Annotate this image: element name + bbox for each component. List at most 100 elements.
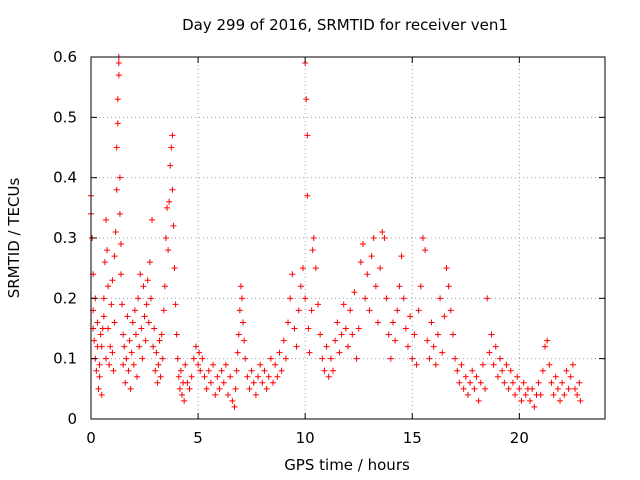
- data-point: [374, 319, 381, 326]
- data-point: [413, 361, 420, 368]
- data-point: [255, 373, 262, 380]
- data-point: [377, 265, 384, 272]
- data-point: [145, 319, 152, 326]
- data-point: [134, 373, 141, 380]
- data-point: [117, 271, 124, 278]
- data-point: [443, 265, 450, 272]
- data-point: [319, 355, 326, 362]
- data-point: [205, 367, 212, 374]
- data-point: [246, 385, 253, 392]
- data-point: [201, 373, 208, 380]
- y-tick-label: 0: [67, 410, 77, 428]
- data-point: [464, 391, 471, 398]
- y-tick-label: 0.6: [53, 48, 77, 66]
- data-point: [99, 325, 106, 332]
- data-point: [297, 283, 304, 290]
- data-point: [366, 307, 373, 314]
- data-point: [499, 367, 506, 374]
- data-point: [557, 397, 564, 404]
- data-point: [441, 313, 448, 320]
- data-point: [503, 361, 510, 368]
- data-point: [467, 379, 474, 386]
- data-point: [574, 391, 581, 398]
- data-points: [88, 54, 584, 410]
- data-point: [460, 385, 467, 392]
- data-point: [559, 379, 566, 386]
- data-point: [567, 373, 574, 380]
- data-point: [563, 367, 570, 374]
- data-point: [110, 367, 117, 374]
- data-point: [572, 385, 579, 392]
- data-point: [105, 283, 112, 290]
- data-point: [210, 361, 217, 368]
- data-point: [144, 277, 151, 284]
- data-point: [396, 283, 403, 290]
- data-point: [325, 373, 332, 380]
- data-point: [113, 186, 120, 193]
- data-point: [389, 319, 396, 326]
- data-point: [212, 391, 219, 398]
- data-point: [368, 253, 375, 260]
- data-point: [447, 307, 454, 314]
- data-point: [197, 367, 204, 374]
- data-point: [156, 337, 163, 344]
- data-point: [394, 307, 401, 314]
- data-point: [407, 313, 414, 320]
- data-point: [529, 385, 536, 392]
- data-point: [141, 313, 148, 320]
- data-point: [306, 349, 313, 356]
- data-point: [552, 373, 559, 380]
- x-tick-label: 5: [193, 429, 203, 447]
- x-tick-label: 15: [403, 429, 422, 447]
- data-point: [229, 397, 236, 404]
- data-point: [349, 331, 356, 338]
- data-point: [293, 343, 300, 350]
- data-point: [330, 367, 337, 374]
- data-point: [507, 367, 514, 374]
- data-point: [100, 313, 107, 320]
- data-point: [315, 301, 322, 308]
- y-tick-label: 0.5: [53, 108, 77, 126]
- data-point: [117, 241, 124, 248]
- data-point: [278, 367, 285, 374]
- data-point: [402, 325, 409, 332]
- data-point: [302, 295, 309, 302]
- data-point: [111, 319, 118, 326]
- data-point: [518, 397, 525, 404]
- data-point: [542, 343, 549, 350]
- data-point: [252, 391, 259, 398]
- data-point: [119, 301, 126, 308]
- data-point: [317, 331, 324, 338]
- data-point: [139, 355, 146, 362]
- data-point: [96, 373, 103, 380]
- data-point: [323, 343, 330, 350]
- data-point: [151, 325, 158, 332]
- data-point: [454, 367, 461, 374]
- data-point: [422, 247, 429, 254]
- data-point: [308, 307, 315, 314]
- data-point: [109, 349, 116, 356]
- data-point: [186, 385, 193, 392]
- data-point: [115, 72, 122, 79]
- data-point: [96, 361, 103, 368]
- data-point: [426, 355, 433, 362]
- data-point: [546, 361, 553, 368]
- chart-title: Day 299 of 2016, SRMTID for receiver ven…: [182, 16, 508, 34]
- y-tick-label: 0.2: [53, 289, 77, 307]
- data-point: [129, 319, 136, 326]
- data-point: [458, 361, 465, 368]
- data-point: [242, 355, 249, 362]
- data-point: [161, 283, 168, 290]
- data-point: [227, 373, 234, 380]
- data-point: [509, 379, 516, 386]
- data-point: [111, 253, 118, 260]
- data-point: [115, 60, 122, 67]
- y-tick-label: 0.3: [53, 229, 77, 247]
- data-point: [477, 379, 484, 386]
- data-point: [282, 355, 289, 362]
- data-point: [539, 367, 546, 374]
- data-point: [471, 385, 478, 392]
- data-point: [155, 361, 162, 368]
- data-point: [207, 379, 214, 386]
- data-point: [336, 349, 343, 356]
